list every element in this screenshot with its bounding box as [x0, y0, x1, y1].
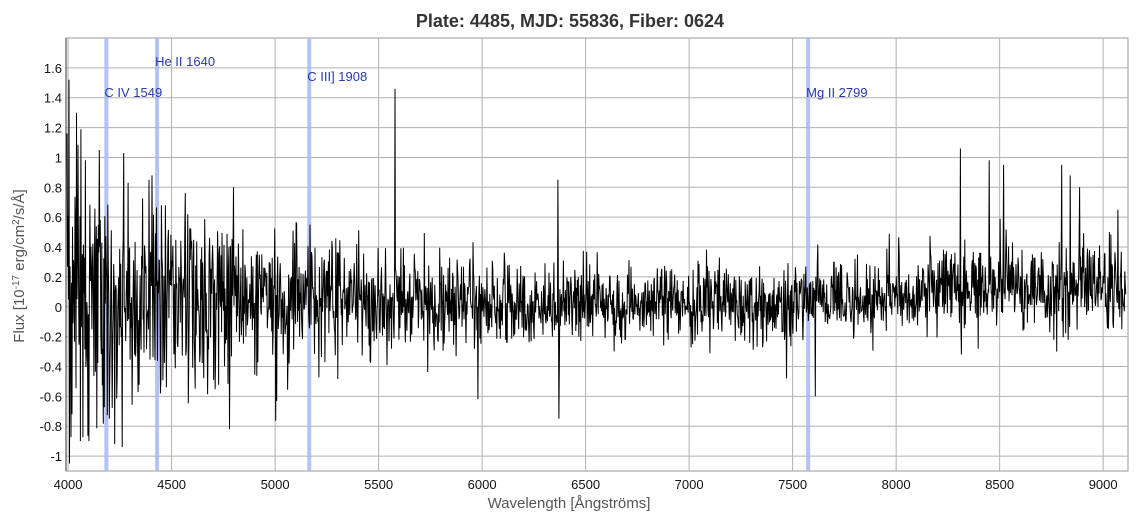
x-tick-label: 9000: [1089, 477, 1118, 492]
x-axis-label: Wavelength [Ångströms]: [488, 495, 651, 512]
x-tick-label: 5500: [364, 477, 393, 492]
emission-labels: C IV 1549 He II 1640 C III] 1908 Mg II 2799: [104, 54, 867, 100]
x-tick-label: 5000: [261, 477, 290, 492]
y-axis-ticks: -1 -0.8 -0.6 -0.4 -0.2 0 0.2 0.4 0.6 0.8 1 1.2 1.4 1.…: [40, 61, 62, 464]
x-tick-label: 8000: [882, 477, 911, 492]
y-tick-label: 0.8: [44, 180, 62, 195]
x-tick-label: 4000: [54, 477, 83, 492]
emission-lines: [104, 38, 811, 471]
x-tick-label: 8500: [985, 477, 1014, 492]
spectrum-line: [66, 79, 1127, 464]
y-tick-label: 0.2: [44, 270, 62, 285]
y-tick-label: 0: [55, 300, 62, 315]
y-tick-label: -1: [50, 449, 62, 464]
x-tick-label: 7000: [675, 477, 704, 492]
emission-line-label: C III] 1908: [307, 69, 367, 84]
emission-line-label: He II 1640: [155, 54, 215, 69]
chart-title: Plate: 4485, MJD: 55836, Fiber: 0624: [416, 11, 724, 31]
y-tick-label: 1.6: [44, 61, 62, 76]
x-tick-label: 6500: [571, 477, 600, 492]
y-tick-label: 1.2: [44, 121, 62, 136]
y-tick-label: 1: [55, 150, 62, 165]
y-tick-label: -0.2: [40, 330, 62, 345]
y-tick-label: 0.6: [44, 210, 62, 225]
series-layer: [66, 79, 1127, 464]
y-tick-label: 1.4: [44, 91, 62, 106]
emission-line-label: Mg II 2799: [806, 85, 867, 100]
y-tick-label: 0.4: [44, 240, 62, 255]
x-tick-label: 4500: [157, 477, 186, 492]
x-tick-label: 6000: [468, 477, 497, 492]
y-tick-label: -0.4: [40, 359, 62, 374]
y-tick-label: -0.6: [40, 389, 62, 404]
emission-line-label: C IV 1549: [104, 85, 162, 100]
x-tick-label: 7500: [778, 477, 807, 492]
y-tick-label: -0.8: [40, 419, 62, 434]
y-axis-label: Flux [10-17 erg/cm2/s/Å]: [11, 189, 29, 342]
x-axis-ticks: 4000 4500 5000 5500 6000 6500 7000 7500 8000 8500…: [54, 477, 1118, 492]
